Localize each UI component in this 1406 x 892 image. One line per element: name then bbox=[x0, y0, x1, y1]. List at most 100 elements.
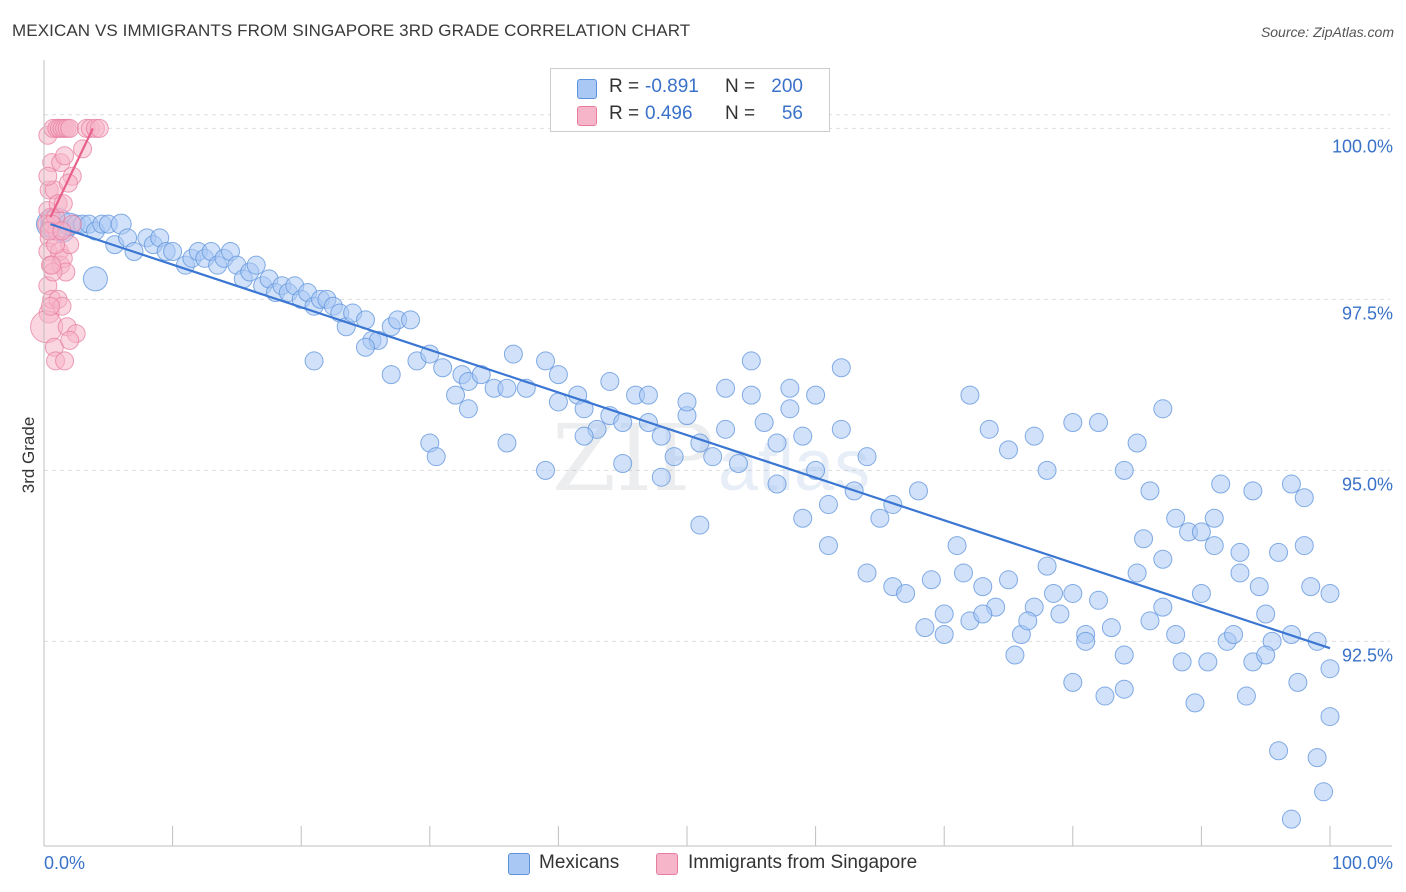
mexicans-point bbox=[1114, 645, 1134, 665]
series-legend: Mexicans Immigrants from Singapore bbox=[0, 852, 1406, 876]
mexicans-point bbox=[1294, 536, 1314, 556]
mexicans-point bbox=[1191, 522, 1211, 542]
mexicans-point bbox=[999, 440, 1018, 460]
mexicans-point bbox=[1095, 686, 1115, 706]
mexicans-point bbox=[934, 604, 954, 624]
chart-title: MEXICAN VS IMMIGRANTS FROM SINGAPORE 3RD… bbox=[12, 21, 691, 40]
legend-swatch-mexicans bbox=[577, 79, 597, 99]
mexicans-point bbox=[934, 625, 954, 644]
legend-swatch-mexicans bbox=[508, 853, 530, 875]
mexicans-point bbox=[1140, 481, 1160, 501]
singapore-point bbox=[55, 146, 75, 166]
mexicans-point bbox=[1114, 679, 1134, 699]
legend-r-value: 0.496 bbox=[645, 103, 693, 124]
mexicans-point bbox=[1089, 412, 1109, 432]
mexicans-point bbox=[677, 392, 697, 412]
mexicans-point bbox=[1307, 748, 1327, 768]
x-tick-label: 100.0% bbox=[1332, 853, 1393, 873]
mexicans-point bbox=[1256, 604, 1276, 624]
mexicans-point bbox=[1294, 488, 1314, 508]
mexicans-point bbox=[857, 563, 877, 583]
mexicans-point bbox=[574, 426, 594, 446]
mexicans-point bbox=[1230, 563, 1250, 583]
mexicans-point bbox=[304, 351, 324, 371]
mexicans-point bbox=[960, 385, 980, 405]
mexicans-point bbox=[953, 563, 973, 583]
mexicans-point bbox=[1114, 460, 1134, 480]
mexicans-point bbox=[1140, 611, 1160, 631]
mexicans-point bbox=[420, 344, 440, 364]
mexicans-point bbox=[600, 371, 620, 391]
singapore-point bbox=[55, 351, 75, 371]
y-axis-label: 3rd Grade bbox=[19, 417, 38, 494]
mexicans-point bbox=[1037, 556, 1057, 576]
mexicans-point bbox=[716, 419, 736, 439]
mexicans-point bbox=[1076, 631, 1096, 651]
mexicans-point bbox=[497, 378, 517, 398]
mexicans-point bbox=[548, 365, 568, 385]
mexicans-point bbox=[638, 385, 658, 405]
mexicans-point bbox=[1236, 686, 1256, 706]
mexicans-point bbox=[870, 508, 890, 528]
trend-lines bbox=[49, 127, 1331, 650]
mexicans-point bbox=[1185, 693, 1205, 713]
mexicans-point bbox=[1050, 604, 1070, 624]
mexicans-point bbox=[664, 447, 684, 467]
mexicans-point bbox=[741, 385, 761, 405]
mexicans-point bbox=[1198, 652, 1218, 672]
mexicans-point bbox=[1269, 542, 1289, 562]
mexicans-point bbox=[1166, 508, 1186, 528]
mexicans-point bbox=[793, 508, 813, 528]
mexicans-point bbox=[82, 266, 108, 292]
mexicans-point bbox=[1281, 474, 1301, 494]
y-tick-label: 95.0% bbox=[1342, 474, 1393, 494]
mexicans-point bbox=[979, 419, 999, 439]
mexicans-point bbox=[433, 358, 453, 378]
mexicans-point bbox=[574, 399, 594, 419]
mexicans-trend-line bbox=[50, 223, 1331, 650]
source-label: Source: ZipAtlas.com bbox=[1260, 24, 1394, 40]
series-singapore bbox=[30, 118, 109, 371]
mexicans-point bbox=[381, 365, 401, 385]
legend-r-value: -0.891 bbox=[645, 76, 699, 97]
mexicans-point bbox=[1211, 474, 1231, 494]
legend-r-label: R = bbox=[609, 103, 640, 124]
mexicans-point bbox=[831, 358, 851, 378]
mexicans-point bbox=[915, 618, 935, 638]
singapore-point bbox=[38, 166, 58, 186]
mexicans-point bbox=[471, 365, 491, 385]
mexicans-point bbox=[1281, 809, 1301, 829]
mexicans-point bbox=[426, 447, 446, 467]
mexicans-point bbox=[1153, 597, 1173, 617]
mexicans-point bbox=[1204, 508, 1224, 528]
mexicans-point bbox=[1204, 536, 1224, 556]
mexicans-point bbox=[651, 426, 671, 446]
mexicans-point bbox=[1314, 782, 1334, 802]
mexicans-point bbox=[246, 255, 266, 275]
mexicans-point bbox=[356, 337, 375, 357]
x-tick-label: 0.0% bbox=[44, 853, 85, 873]
mexicans-point bbox=[728, 454, 748, 474]
mexicans-point bbox=[163, 242, 183, 261]
mexicans-point bbox=[1127, 433, 1147, 453]
singapore-point bbox=[60, 118, 80, 138]
axes bbox=[43, 60, 1392, 847]
mexicans-point bbox=[1320, 583, 1340, 603]
mexicans-point bbox=[947, 536, 967, 556]
singapore-point bbox=[89, 118, 109, 138]
mexicans-point bbox=[1191, 583, 1211, 603]
mexicans-point bbox=[446, 385, 466, 405]
mexicans-point bbox=[1256, 645, 1276, 665]
mexicans-point bbox=[883, 495, 903, 515]
mexicans-point bbox=[973, 577, 993, 597]
legend-n-label: N = bbox=[725, 103, 756, 124]
y-tick-label: 92.5% bbox=[1342, 645, 1393, 665]
mexicans-point bbox=[1243, 481, 1263, 501]
x-tick-labels: 0.0% 100.0% bbox=[44, 853, 1393, 873]
legend-swatch-singapore bbox=[656, 853, 678, 875]
singapore-point bbox=[42, 255, 62, 275]
mexicans-point bbox=[741, 351, 761, 371]
mexicans-point bbox=[651, 467, 671, 487]
y-tick-label: 97.5% bbox=[1342, 303, 1393, 323]
legend-n-label: N = bbox=[725, 76, 756, 97]
